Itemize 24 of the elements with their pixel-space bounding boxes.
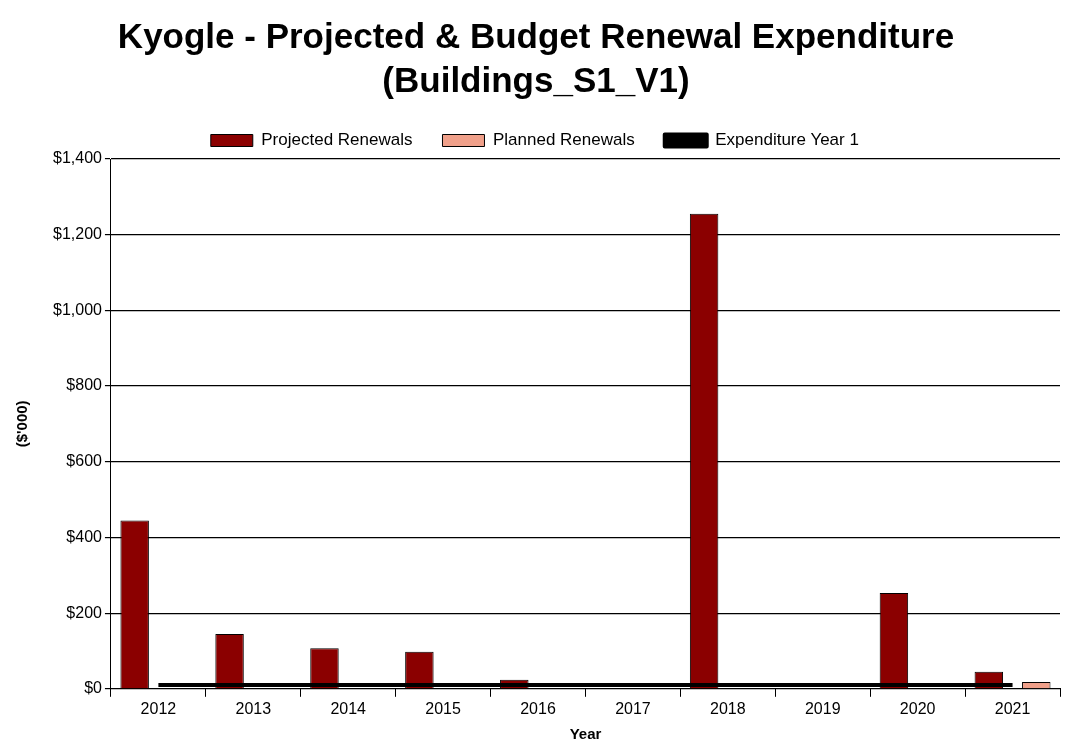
legend-label: Projected Renewals: [261, 130, 413, 150]
y-tick-label: $1,400: [53, 149, 103, 167]
x-tick-label: 2015: [425, 699, 462, 717]
x-tick-label: 2014: [330, 699, 367, 717]
x-tick-label: 2021: [994, 699, 1031, 717]
x-tick-label: 2013: [235, 699, 272, 717]
y-axis-title: ($'000): [13, 400, 31, 448]
chart-title: Kyogle - Projected & Budget Renewal Expenditure (Buildings_S1_V1): [116, 15, 956, 101]
x-tick-label: 2016: [520, 699, 556, 717]
x-tick-label: 2019: [804, 699, 841, 717]
y-tick-label: $1,200: [53, 225, 103, 243]
x-tick-label: 2012: [140, 699, 177, 717]
y-tick-label: $200: [66, 603, 103, 621]
y-tick-label: $1,000: [53, 300, 103, 318]
x-tick-label: 2018: [710, 699, 746, 717]
legend-label: Planned Renewals: [492, 130, 635, 150]
x-tick-label: 2017: [615, 699, 651, 717]
x-tick-label: 2020: [899, 699, 936, 717]
x-axis-title: Year: [569, 725, 602, 743]
y-tick-label: $600: [66, 452, 103, 470]
y-tick-label: $800: [66, 376, 103, 394]
y-tick-label: $400: [66, 527, 103, 545]
y-tick-label: $0: [84, 679, 103, 697]
legend-label: Expenditure Year 1: [715, 130, 859, 150]
